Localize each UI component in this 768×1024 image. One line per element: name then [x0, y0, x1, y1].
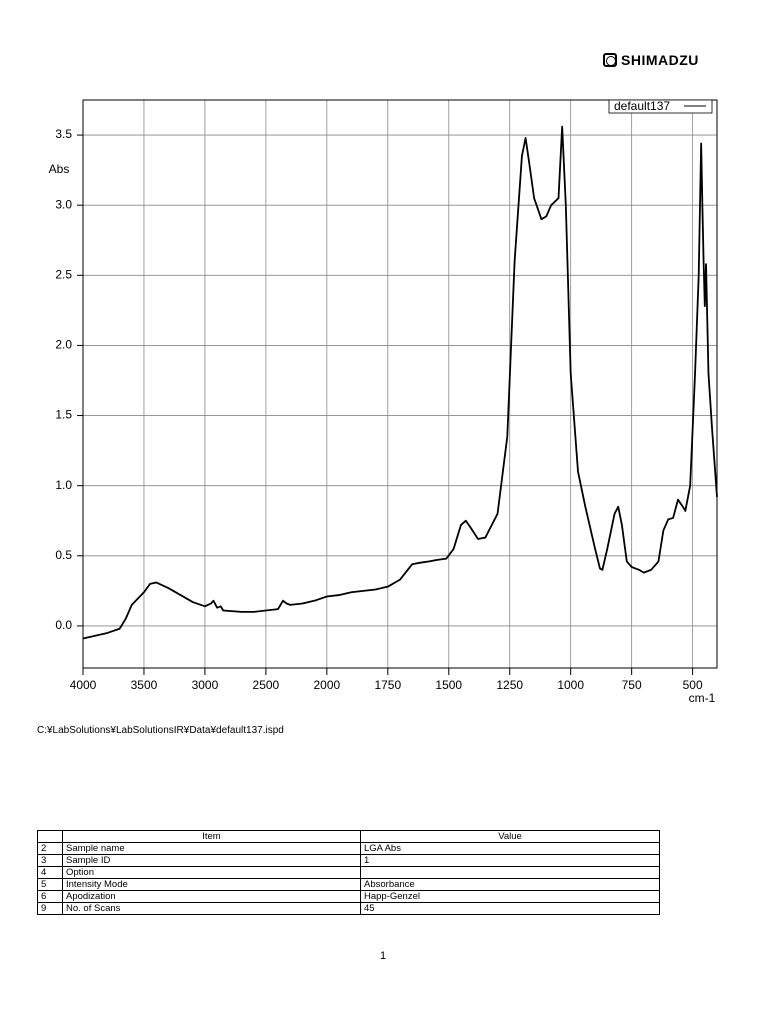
- x-axis-label: cm-1: [689, 691, 716, 705]
- logo-icon: [603, 53, 617, 67]
- table-cell: 9: [37, 902, 63, 915]
- y-tick-label: 2.0: [55, 338, 72, 352]
- file-path: C:¥LabSolutions¥LabSolutionsIR¥Data¥defa…: [37, 725, 284, 736]
- spectrum-line: [82, 125, 718, 640]
- table-cell: Happ-Genzel: [360, 890, 660, 903]
- y-tick-label: 3.5: [55, 127, 72, 141]
- x-tick-label: 4000: [70, 678, 97, 692]
- plot-frame: [82, 99, 718, 669]
- x-tick-label: 1750: [374, 678, 401, 692]
- x-tick-label: 2000: [313, 678, 340, 692]
- x-tick-label: 2500: [253, 678, 280, 692]
- y-tick-label: 1.0: [55, 478, 72, 492]
- logo-text: SHIMADZU: [621, 52, 699, 68]
- header-cell: [37, 830, 63, 843]
- table-cell: 3: [37, 854, 63, 867]
- table-cell: [360, 866, 660, 879]
- table-cell: 6: [37, 890, 63, 903]
- table-cell: 4: [37, 866, 63, 879]
- x-tick-label: 750: [622, 678, 642, 692]
- header-cell: Value: [360, 830, 660, 843]
- table-cell: Intensity Mode: [62, 878, 361, 891]
- legend-box: [608, 99, 713, 114]
- y-tick-label: 0.5: [55, 548, 72, 562]
- table-row: 3 Sample ID 1: [37, 854, 660, 867]
- header-cell: Item: [62, 830, 361, 843]
- y-axis-label: Abs: [49, 162, 70, 176]
- x-tick-label: 3500: [131, 678, 158, 692]
- table-cell: Apodization: [62, 890, 361, 903]
- x-tick-label: 500: [683, 678, 703, 692]
- x-tick-label: 1250: [496, 678, 523, 692]
- table-cell: Option: [62, 866, 361, 879]
- table-row: 6 Apodization Happ-Genzel: [37, 890, 660, 903]
- y-tick-label: 3.0: [55, 197, 72, 211]
- info-table: Item Value 2 Sample name LGA Abs 3 Sample ID 1 4…: [37, 830, 660, 915]
- y-tick-label: 2.5: [55, 267, 72, 281]
- table-row: 5 Intensity Mode Absorbance: [37, 878, 660, 891]
- y-tick-label: 1.5: [55, 408, 72, 422]
- table-cell: 1: [360, 854, 660, 867]
- table-cell: 5: [37, 878, 63, 891]
- table-cell: Sample name: [62, 842, 361, 855]
- table-cell: LGA Abs: [360, 842, 660, 855]
- page-number: 1: [380, 950, 387, 962]
- table-cell: Sample ID: [62, 854, 361, 867]
- table-row: 9 No. of Scans 45: [37, 902, 660, 915]
- x-tick-label: 3000: [192, 678, 219, 692]
- x-tick-label: 1000: [557, 678, 584, 692]
- logo: SHIMADZU: [603, 52, 699, 68]
- table-cell: No. of Scans: [62, 902, 361, 915]
- table-cell: Absorbance: [360, 878, 660, 891]
- table-row: 2 Sample name LGA Abs: [37, 842, 660, 855]
- chart: Abs cm-1 0.0 0.5 1.0 1.5 2.0 2.5 3.0 3.5 4000 350…: [49, 99, 718, 705]
- y-tick-label: 0.0: [55, 618, 72, 632]
- x-tick-label: 1500: [435, 678, 462, 692]
- table-header-row: Item Value: [37, 830, 660, 843]
- table-row: 4 Option: [37, 866, 660, 879]
- table-cell: 2: [37, 842, 63, 855]
- table-cell: 45: [360, 902, 660, 915]
- legend-label: default137: [614, 99, 670, 113]
